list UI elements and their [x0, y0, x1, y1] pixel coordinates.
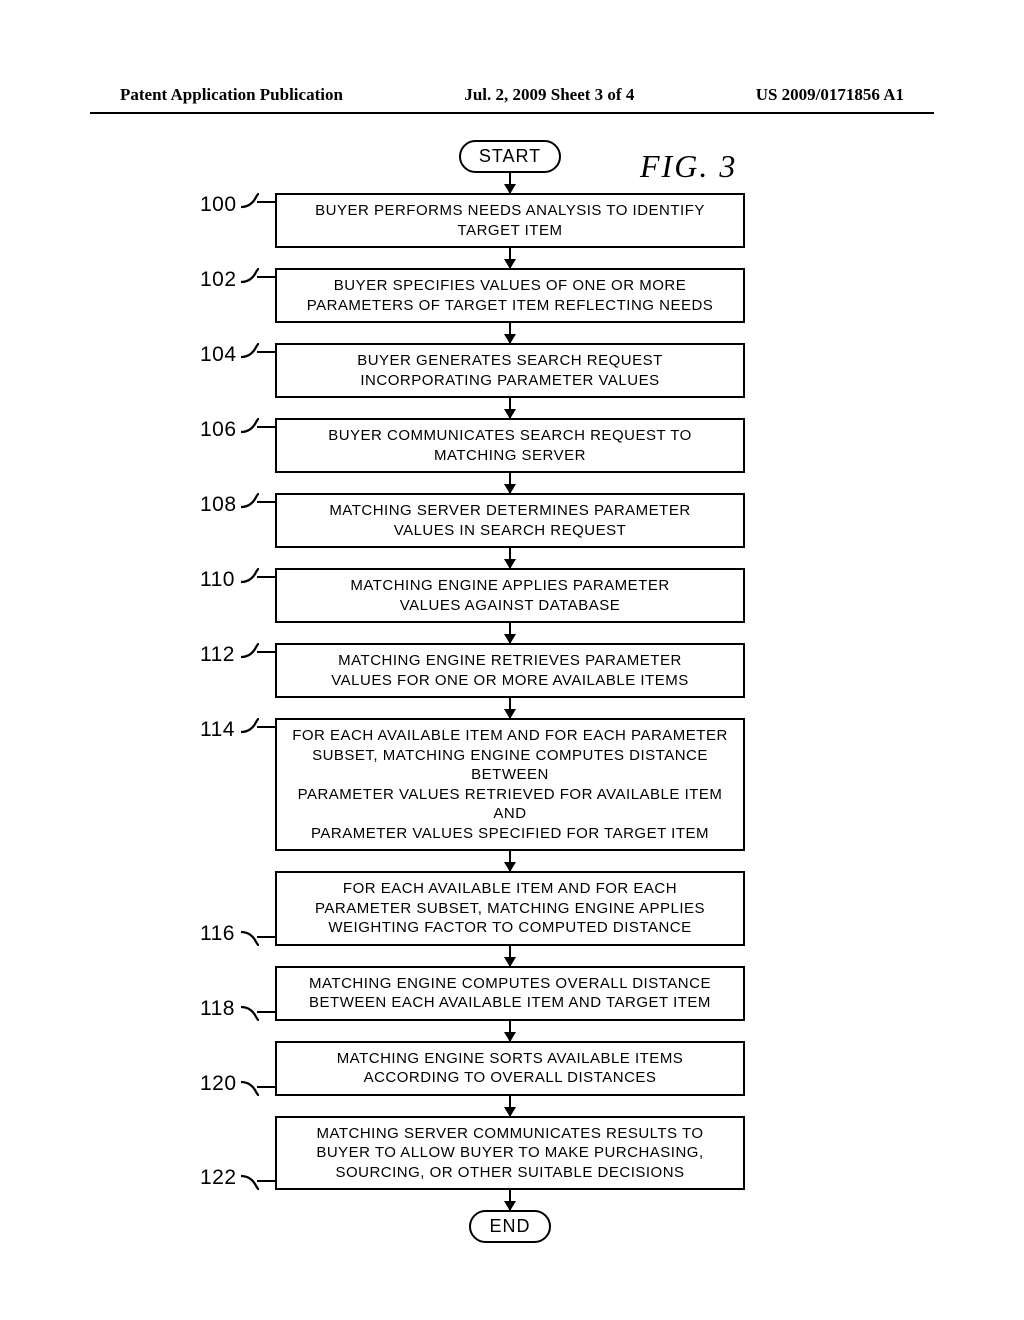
leader-line	[257, 201, 275, 203]
process-step-text: FOR EACH AVAILABLE ITEM AND FOR EACHPARA…	[315, 879, 705, 938]
leader-curve	[241, 1174, 259, 1190]
header-left: Patent Application Publication	[120, 85, 343, 105]
leader-curve	[241, 493, 259, 509]
step-number: 100	[200, 193, 237, 217]
process-step-text: MATCHING ENGINE COMPUTES OVERALL DISTANC…	[309, 974, 711, 1013]
leader-line	[257, 426, 275, 428]
process-step: MATCHING ENGINE COMPUTES OVERALL DISTANC…	[275, 966, 745, 1021]
leader-line	[257, 1180, 275, 1182]
process-step: MATCHING SERVER COMMUNICATES RESULTS TOB…	[275, 1116, 745, 1191]
leader-line	[257, 651, 275, 653]
header-mid: Jul. 2, 2009 Sheet 3 of 4	[464, 85, 634, 105]
leader-curve	[241, 643, 259, 659]
leader-curve	[241, 418, 259, 434]
process-step-text: MATCHING SERVER COMMUNICATES RESULTS TOB…	[316, 1124, 703, 1183]
process-step-text: BUYER COMMUNICATES SEARCH REQUEST TOMATC…	[328, 426, 692, 465]
flow-arrow	[509, 473, 512, 493]
start-terminal: START	[459, 140, 561, 173]
leader-curve	[241, 193, 259, 209]
flow-arrow	[509, 548, 512, 568]
leader-line	[257, 351, 275, 353]
header-divider	[90, 112, 934, 114]
leader-line	[257, 276, 275, 278]
process-step: MATCHING ENGINE SORTS AVAILABLE ITEMSACC…	[275, 1041, 745, 1096]
step-number: 110	[200, 568, 235, 592]
flow-arrow	[509, 623, 512, 643]
step-number: 108	[200, 493, 237, 517]
process-step: BUYER GENERATES SEARCH REQUESTINCORPORAT…	[275, 343, 745, 398]
leader-line	[257, 936, 275, 938]
end-terminal: END	[469, 1210, 550, 1243]
process-step: MATCHING SERVER DETERMINES PARAMETERVALU…	[275, 493, 745, 548]
step-number: 116	[200, 922, 235, 946]
leader-curve	[241, 568, 259, 584]
leader-curve	[241, 268, 259, 284]
flow-arrow	[509, 323, 512, 343]
leader-curve	[241, 343, 259, 359]
process-step: BUYER COMMUNICATES SEARCH REQUEST TOMATC…	[275, 418, 745, 473]
flow-arrow	[509, 851, 512, 871]
flow-arrow	[509, 698, 512, 718]
step-number: 120	[200, 1072, 237, 1096]
leader-line	[257, 501, 275, 503]
step-number: 112	[200, 643, 235, 667]
flowchart: START100BUYER PERFORMS NEEDS ANALYSIS TO…	[210, 140, 810, 1243]
process-step-text: FOR EACH AVAILABLE ITEM AND FOR EACH PAR…	[289, 726, 731, 843]
leader-line	[257, 1011, 275, 1013]
step-number: 118	[200, 997, 235, 1021]
step-number: 106	[200, 418, 237, 442]
step-number: 114	[200, 718, 235, 742]
flow-arrow	[509, 946, 512, 966]
leader-line	[257, 576, 275, 578]
process-step: MATCHING ENGINE RETRIEVES PARAMETERVALUE…	[275, 643, 745, 698]
process-step: MATCHING ENGINE APPLIES PARAMETERVALUES …	[275, 568, 745, 623]
flow-arrow	[509, 1096, 512, 1116]
process-step-text: MATCHING ENGINE SORTS AVAILABLE ITEMSACC…	[337, 1049, 684, 1088]
page-header: Patent Application Publication Jul. 2, 2…	[0, 85, 1024, 105]
process-step-text: BUYER SPECIFIES VALUES OF ONE OR MOREPAR…	[307, 276, 714, 315]
process-step: FOR EACH AVAILABLE ITEM AND FOR EACHPARA…	[275, 871, 745, 946]
leader-curve	[241, 1005, 259, 1021]
process-step: BUYER PERFORMS NEEDS ANALYSIS TO IDENTIF…	[275, 193, 745, 248]
flow-arrow	[509, 1021, 512, 1041]
step-number: 122	[200, 1166, 237, 1190]
process-step: BUYER SPECIFIES VALUES OF ONE OR MOREPAR…	[275, 268, 745, 323]
flow-arrow	[509, 1190, 512, 1210]
flow-arrow	[509, 248, 512, 268]
leader-curve	[241, 1080, 259, 1096]
leader-curve	[241, 718, 259, 734]
leader-line	[257, 1086, 275, 1088]
process-step-text: MATCHING SERVER DETERMINES PARAMETERVALU…	[329, 501, 690, 540]
leader-curve	[241, 930, 259, 946]
process-step-text: MATCHING ENGINE RETRIEVES PARAMETERVALUE…	[331, 651, 688, 690]
step-number: 104	[200, 343, 237, 367]
leader-line	[257, 726, 275, 728]
process-step-text: BUYER GENERATES SEARCH REQUESTINCORPORAT…	[357, 351, 663, 390]
header-right: US 2009/0171856 A1	[756, 85, 904, 105]
process-step-text: BUYER PERFORMS NEEDS ANALYSIS TO IDENTIF…	[289, 201, 731, 240]
flow-arrow	[509, 173, 512, 193]
process-step: FOR EACH AVAILABLE ITEM AND FOR EACH PAR…	[275, 718, 745, 851]
step-number: 102	[200, 268, 237, 292]
process-step-text: MATCHING ENGINE APPLIES PARAMETERVALUES …	[350, 576, 669, 615]
flow-arrow	[509, 398, 512, 418]
